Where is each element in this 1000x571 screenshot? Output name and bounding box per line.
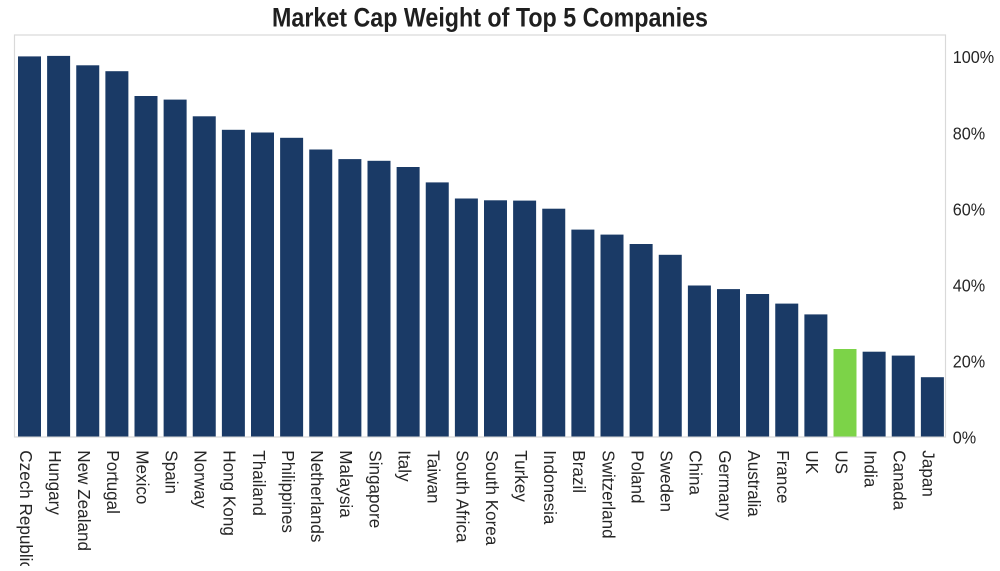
svg-text:UK: UK <box>802 450 823 474</box>
svg-text:Canada: Canada <box>889 450 910 510</box>
svg-text:China: China <box>686 450 707 495</box>
svg-text:20%: 20% <box>953 352 985 372</box>
svg-text:Norway: Norway <box>190 450 211 508</box>
svg-text:Spain: Spain <box>161 450 182 494</box>
svg-text:Italy: Italy <box>394 450 415 482</box>
svg-text:Market Cap Weight of Top 5 Com: Market Cap Weight of Top 5 Companies <box>272 3 708 33</box>
svg-text:Mexico: Mexico <box>132 450 153 504</box>
svg-text:Japan: Japan <box>919 450 940 497</box>
svg-text:Singapore: Singapore <box>365 450 386 528</box>
svg-text:Turkey: Turkey <box>511 450 532 502</box>
svg-text:Germany: Germany <box>715 450 736 521</box>
svg-text:Thailand: Thailand <box>249 450 270 516</box>
svg-text:Australia: Australia <box>744 450 765 517</box>
svg-text:US: US <box>831 450 852 474</box>
svg-text:0%: 0% <box>953 428 976 448</box>
svg-text:Hong Kong: Hong Kong <box>220 450 241 536</box>
svg-text:South Korea: South Korea <box>482 450 503 545</box>
svg-text:Poland: Poland <box>627 450 648 503</box>
svg-text:Netherlands: Netherlands <box>307 450 328 542</box>
svg-text:Hungary: Hungary <box>45 450 66 515</box>
svg-text:France: France <box>773 450 794 503</box>
svg-text:Portugal: Portugal <box>103 450 124 514</box>
svg-text:Sweden: Sweden <box>656 450 677 512</box>
svg-text:60%: 60% <box>953 200 985 220</box>
svg-text:Malaysia: Malaysia <box>336 450 357 518</box>
svg-text:80%: 80% <box>953 124 985 144</box>
svg-text:South Africa: South Africa <box>453 450 474 542</box>
svg-text:Czech Republic: Czech Republic <box>16 450 37 566</box>
svg-text:Brazil: Brazil <box>569 450 590 493</box>
svg-text:Switzerland: Switzerland <box>598 450 619 538</box>
svg-text:40%: 40% <box>953 276 985 296</box>
svg-text:100%: 100% <box>953 47 994 67</box>
svg-text:New Zealand: New Zealand <box>74 450 95 551</box>
svg-text:Indonesia: Indonesia <box>540 450 561 524</box>
svg-text:India: India <box>860 450 881 487</box>
svg-text:Philippines: Philippines <box>278 450 299 533</box>
svg-text:Taiwan: Taiwan <box>423 450 444 503</box>
